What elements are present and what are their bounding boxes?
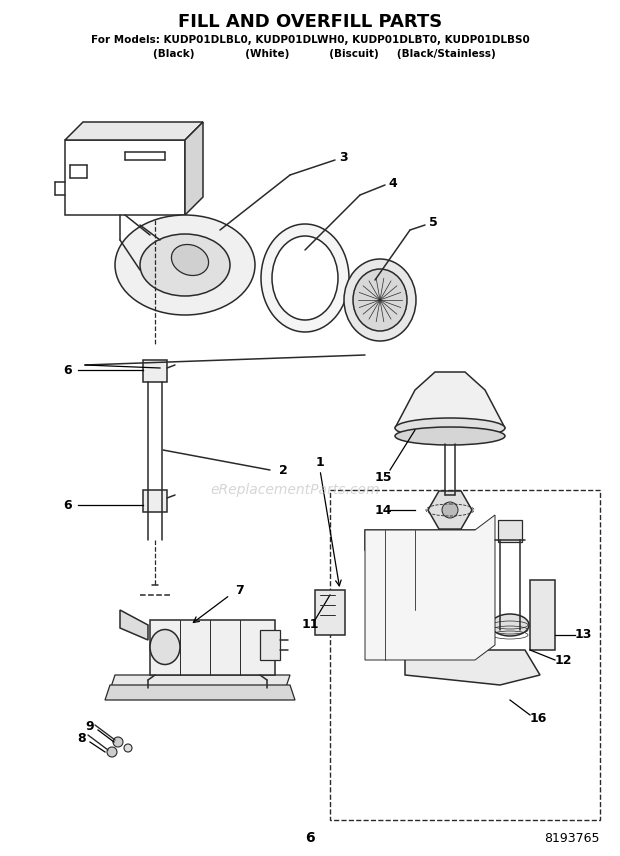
Ellipse shape — [491, 614, 529, 636]
Text: 11: 11 — [301, 619, 319, 632]
Text: 16: 16 — [529, 711, 547, 724]
Polygon shape — [65, 122, 203, 140]
Bar — [393, 575, 408, 585]
Circle shape — [442, 502, 458, 518]
Bar — [315, 590, 345, 635]
Text: (Black)              (White)           (Biscuit)     (Black/Stainless): (Black) (White) (Biscuit) (Black/Stainle… — [124, 49, 496, 59]
Text: For Models: KUDP01DLBL0, KUDP01DLWH0, KUDP01DLBT0, KUDP01DLBS0: For Models: KUDP01DLBL0, KUDP01DLWH0, KU… — [91, 35, 529, 45]
Text: 1: 1 — [316, 455, 324, 468]
Polygon shape — [150, 620, 275, 675]
Polygon shape — [405, 650, 540, 685]
Ellipse shape — [272, 236, 338, 320]
Text: 5: 5 — [428, 216, 437, 229]
Circle shape — [113, 737, 123, 747]
Text: 6: 6 — [64, 364, 73, 377]
Circle shape — [124, 744, 132, 752]
Bar — [65, 140, 185, 215]
Ellipse shape — [353, 269, 407, 331]
Text: 9: 9 — [86, 720, 94, 733]
Text: eReplacementParts.com: eReplacementParts.com — [210, 483, 379, 497]
Polygon shape — [110, 675, 290, 690]
Bar — [260, 630, 280, 660]
Ellipse shape — [171, 245, 208, 276]
Bar — [143, 490, 167, 512]
Text: 6: 6 — [64, 498, 73, 512]
Ellipse shape — [344, 259, 416, 341]
Text: 14: 14 — [374, 503, 392, 516]
Polygon shape — [185, 122, 203, 215]
Ellipse shape — [150, 629, 180, 664]
Ellipse shape — [261, 224, 349, 332]
Text: 4: 4 — [389, 176, 397, 189]
Bar — [143, 360, 167, 382]
Polygon shape — [395, 372, 505, 428]
Polygon shape — [105, 685, 295, 700]
Text: 3: 3 — [339, 151, 347, 163]
Polygon shape — [365, 530, 475, 660]
Circle shape — [107, 747, 117, 757]
Polygon shape — [365, 515, 495, 660]
Bar — [330, 490, 600, 820]
Ellipse shape — [115, 215, 255, 315]
Bar — [393, 545, 408, 555]
Text: 13: 13 — [574, 628, 591, 641]
Text: 8: 8 — [78, 732, 86, 745]
Ellipse shape — [395, 418, 505, 438]
Text: 15: 15 — [374, 471, 392, 484]
Polygon shape — [120, 610, 148, 640]
Polygon shape — [530, 580, 555, 650]
Text: FILL AND OVERFILL PARTS: FILL AND OVERFILL PARTS — [178, 13, 442, 31]
Text: 2: 2 — [278, 463, 288, 477]
Text: 7: 7 — [236, 584, 244, 597]
Bar — [498, 520, 522, 542]
Text: 8193765: 8193765 — [544, 831, 600, 845]
Text: 6: 6 — [305, 831, 315, 845]
Text: 12: 12 — [554, 653, 572, 667]
Ellipse shape — [140, 234, 230, 296]
Ellipse shape — [395, 427, 505, 445]
